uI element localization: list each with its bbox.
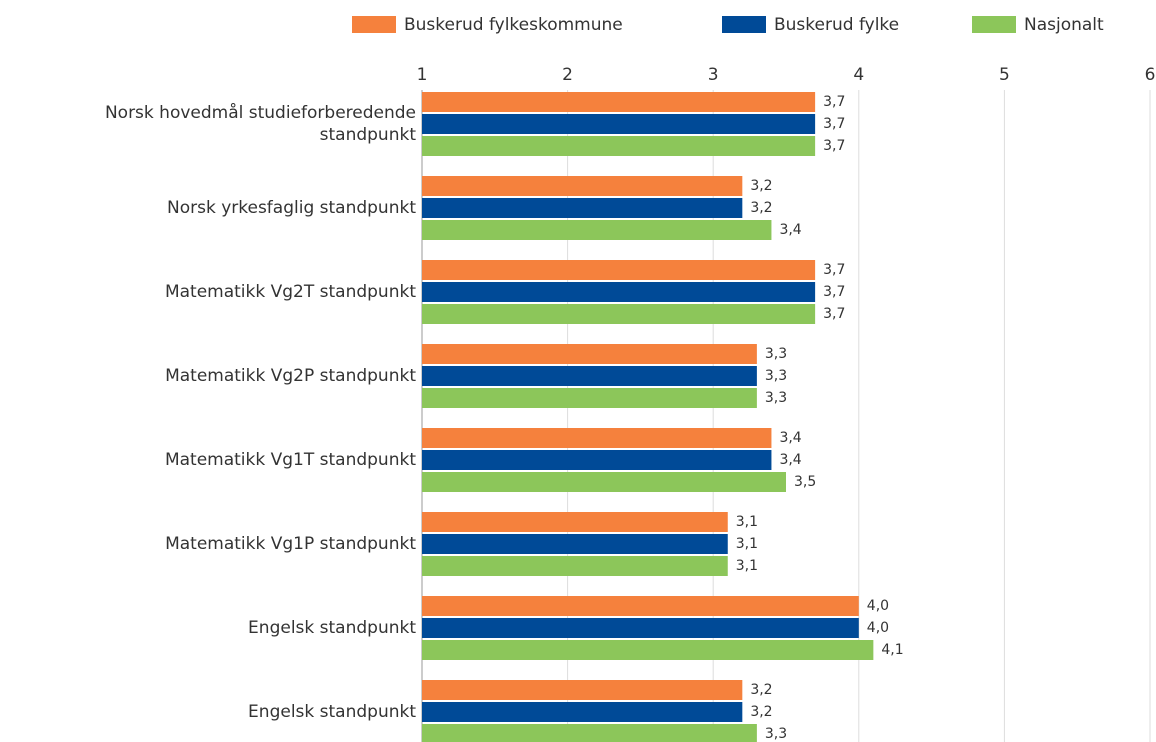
value-label: 3,3 <box>765 368 787 384</box>
value-label: 3,7 <box>823 262 845 278</box>
category-label: Matematikk Vg1T standpunkt <box>164 450 416 470</box>
value-label: 3,7 <box>823 306 845 322</box>
category-label: Norsk hovedmål studieforberedende standp… <box>104 103 416 145</box>
value-label: 3,1 <box>736 558 758 574</box>
value-label: 3,7 <box>823 94 845 110</box>
bar <box>422 282 816 302</box>
bar <box>422 304 816 324</box>
bar <box>422 640 874 660</box>
value-label: 3,4 <box>779 430 801 446</box>
legend-label: Buskerud fylke <box>774 15 899 35</box>
bar <box>422 450 772 470</box>
value-label: 4,0 <box>867 620 889 636</box>
x-tick-label: 1 <box>417 65 428 85</box>
bar <box>422 680 743 700</box>
value-label: 3,3 <box>765 390 787 406</box>
bar <box>422 534 728 554</box>
legend-swatch <box>972 16 1016 33</box>
bar <box>422 702 743 722</box>
x-tick-label: 2 <box>562 65 573 85</box>
bar <box>422 596 859 616</box>
x-tick-label: 4 <box>853 65 864 85</box>
value-label: 3,5 <box>794 474 816 490</box>
bar <box>422 556 728 576</box>
value-label: 3,4 <box>779 222 801 238</box>
legend-swatch <box>722 16 766 33</box>
category-label: Engelsk standpunkt <box>248 702 416 722</box>
bar <box>422 220 772 240</box>
bar <box>422 136 816 156</box>
category-label: Matematikk Vg2P standpunkt <box>165 366 416 386</box>
legend-label: Buskerud fylkeskommune <box>404 15 623 35</box>
value-label: 3,4 <box>779 452 801 468</box>
bar <box>422 618 859 638</box>
value-label: 3,2 <box>750 704 772 720</box>
bar <box>422 92 816 112</box>
value-label: 4,1 <box>881 642 903 658</box>
value-label: 3,2 <box>750 682 772 698</box>
bar <box>422 198 743 218</box>
x-tick-label: 3 <box>708 65 719 85</box>
bar <box>422 512 728 532</box>
value-label: 3,2 <box>750 178 772 194</box>
value-label: 3,2 <box>750 200 772 216</box>
legend-label: Nasjonalt <box>1024 15 1104 35</box>
category-label: Engelsk standpunkt <box>248 618 416 638</box>
x-tick-label: 6 <box>1145 65 1156 85</box>
bar <box>422 260 816 280</box>
value-label: 3,3 <box>765 346 787 362</box>
value-label: 3,7 <box>823 116 845 132</box>
value-label: 3,7 <box>823 138 845 154</box>
value-label: 4,0 <box>867 598 889 614</box>
bar <box>422 472 786 492</box>
bar <box>422 344 757 364</box>
bar <box>422 366 757 386</box>
value-label: 3,1 <box>736 514 758 530</box>
bar <box>422 388 757 408</box>
bar <box>422 176 743 196</box>
x-tick-label: 5 <box>999 65 1010 85</box>
legend-swatch <box>352 16 396 33</box>
value-label: 3,3 <box>765 726 787 742</box>
value-label: 3,1 <box>736 536 758 552</box>
category-label: Matematikk Vg1P standpunkt <box>165 534 416 554</box>
category-label: Norsk yrkesfaglig standpunkt <box>166 198 416 218</box>
value-label: 3,7 <box>823 284 845 300</box>
category-label: Matematikk Vg2T standpunkt <box>164 282 416 302</box>
bar <box>422 428 772 448</box>
bar <box>422 114 816 134</box>
bar <box>422 724 757 742</box>
